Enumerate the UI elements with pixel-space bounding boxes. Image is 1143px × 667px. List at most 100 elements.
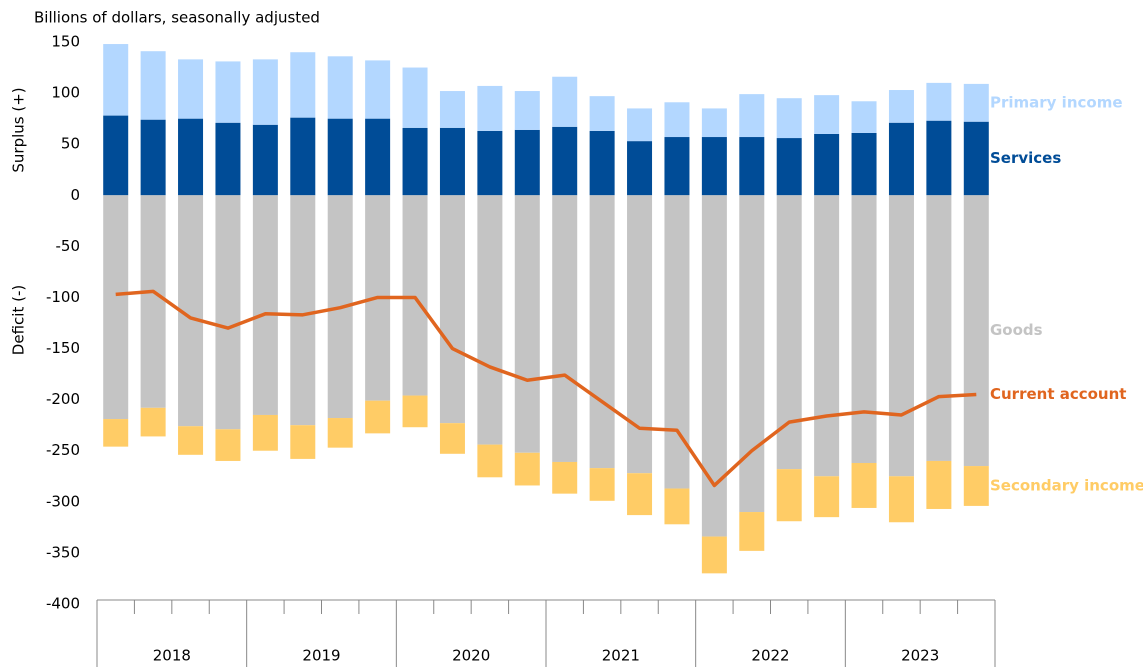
- legend-label: Primary income: [990, 93, 1123, 111]
- x-group-label: 2022: [751, 647, 789, 665]
- bar-segment: [477, 85, 503, 131]
- x-group-label: 2018: [153, 647, 191, 665]
- bar-segment: [963, 83, 989, 122]
- bar-segment: [365, 118, 391, 196]
- y-tick-label: -50: [56, 237, 81, 255]
- bar-segment: [589, 96, 615, 131]
- bar-segment: [739, 512, 765, 551]
- bar-segment: [888, 90, 914, 123]
- chart-subtitle: Billions of dollars, seasonally adjusted: [34, 9, 320, 27]
- y-tick-label: 100: [51, 84, 80, 102]
- bar-segment: [215, 61, 241, 123]
- bar-segment: [402, 395, 428, 428]
- y-tick-label: -400: [46, 595, 80, 613]
- bar-segment: [701, 536, 727, 574]
- legend-label: Current account: [990, 385, 1126, 403]
- bar-segment: [589, 195, 615, 469]
- bar-segment: [103, 195, 129, 420]
- bar-segment: [140, 195, 166, 408]
- bar-segment: [739, 94, 765, 138]
- bar-segment: [439, 195, 465, 424]
- y-tick-label: -350: [46, 543, 80, 561]
- bar-segment: [664, 137, 690, 196]
- legend-label: Goods: [990, 321, 1043, 339]
- bar-segment: [140, 119, 166, 196]
- bar-segment: [290, 195, 316, 426]
- bar-segment: [701, 108, 727, 138]
- y-tick-label: -250: [46, 441, 80, 459]
- bar-segment: [215, 122, 241, 196]
- bar-segment: [926, 195, 952, 461]
- bar-segment: [963, 195, 989, 467]
- bar-segment: [963, 466, 989, 506]
- bar-segment: [252, 195, 278, 415]
- bar-segment: [776, 469, 802, 522]
- y-tick-label: -200: [46, 390, 80, 408]
- bar-segment: [439, 423, 465, 454]
- bar-segment: [627, 141, 653, 196]
- bar-segment: [140, 51, 166, 120]
- line-series: [115, 289, 977, 488]
- x-group-label: 2019: [302, 647, 340, 665]
- bar-segment: [103, 44, 129, 116]
- bar-segment: [627, 473, 653, 516]
- bar-segment: [178, 426, 204, 455]
- bar-segment: [851, 462, 877, 508]
- bar-segment: [327, 118, 353, 196]
- y-tick-label: -150: [46, 339, 80, 357]
- x-group-label: 2023: [901, 647, 939, 665]
- bar-segment: [178, 59, 204, 119]
- bar-segment: [327, 418, 353, 448]
- bar-segment: [402, 195, 428, 396]
- bar-segment: [776, 98, 802, 139]
- bar-segment: [514, 129, 540, 196]
- bar-segment: [814, 476, 840, 518]
- bar-segment: [439, 91, 465, 128]
- bar-segment: [664, 102, 690, 138]
- bar-segment: [963, 121, 989, 196]
- bar-segment: [252, 414, 278, 451]
- bar-segment: [103, 419, 129, 447]
- x-group-label: 2021: [602, 647, 640, 665]
- bar-segment: [439, 127, 465, 196]
- bar-segment: [402, 67, 428, 128]
- x-group-label: 2020: [452, 647, 490, 665]
- bar-segment: [327, 56, 353, 119]
- legend-label: Services: [990, 149, 1061, 167]
- y-tick-label: 150: [51, 33, 80, 51]
- legend-label: Secondary income: [990, 476, 1143, 494]
- bar-segment: [290, 52, 316, 118]
- bar-segment: [552, 76, 578, 127]
- y-tick-label: -300: [46, 492, 80, 510]
- bar-segment: [926, 460, 952, 509]
- bar-segment: [477, 130, 503, 196]
- y-axis-title: Surplus (+): [10, 87, 28, 172]
- bar-segment: [215, 429, 241, 461]
- bar-segment: [739, 195, 765, 513]
- bar-segment: [701, 137, 727, 196]
- bar-segment: [402, 127, 428, 196]
- bar-segment: [252, 124, 278, 196]
- bar-segment: [290, 117, 316, 196]
- bar-segment: [926, 82, 952, 121]
- bar-segment: [888, 476, 914, 523]
- bar-segment: [814, 133, 840, 196]
- bar-segment: [552, 195, 578, 462]
- bar-segment: [589, 468, 615, 501]
- bar-segment: [776, 138, 802, 196]
- y-tick-label: -100: [46, 288, 80, 306]
- bar-segment: [627, 195, 653, 474]
- bar-segment: [739, 137, 765, 196]
- bar-segment: [477, 444, 503, 478]
- bar-segment: [140, 407, 166, 437]
- bar-segment: [252, 59, 278, 125]
- bar-segment: [589, 130, 615, 196]
- bar-segment: [552, 461, 578, 494]
- bar-segment: [851, 101, 877, 133]
- bar-segment: [851, 195, 877, 463]
- bar-segment: [215, 195, 241, 430]
- y-axis-title: Deficit (-): [10, 285, 28, 355]
- bar-segment: [290, 425, 316, 459]
